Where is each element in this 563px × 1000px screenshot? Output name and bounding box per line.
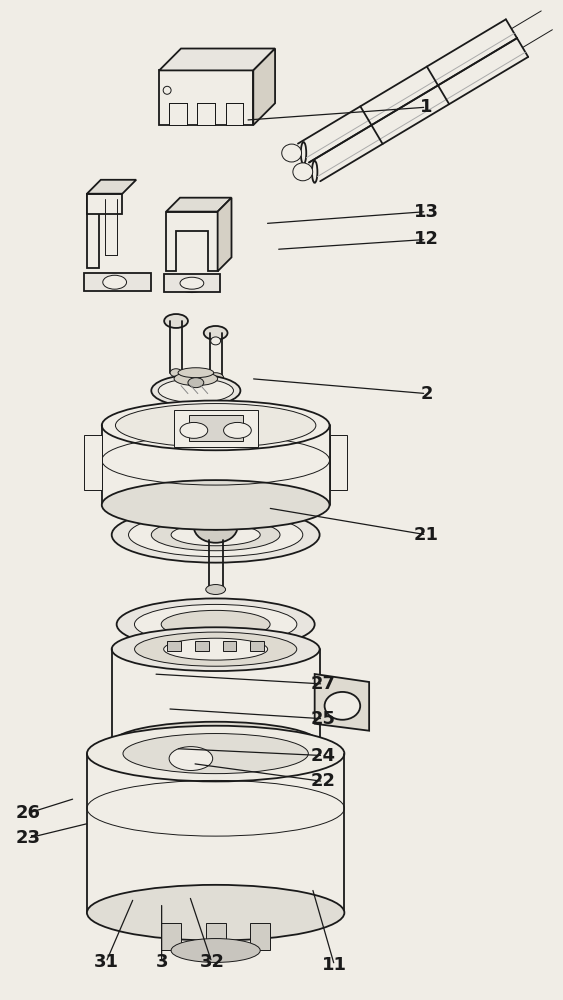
Ellipse shape [128, 513, 303, 557]
Bar [222, 641, 236, 651]
Text: 2: 2 [420, 385, 433, 403]
Text: 12: 12 [414, 230, 439, 248]
Ellipse shape [170, 369, 182, 377]
Text: 11: 11 [322, 956, 347, 974]
Ellipse shape [171, 524, 260, 546]
Bar [167, 641, 181, 651]
Polygon shape [84, 273, 151, 291]
Polygon shape [159, 70, 253, 125]
Ellipse shape [158, 379, 234, 403]
Polygon shape [169, 103, 187, 125]
Ellipse shape [325, 692, 360, 720]
Text: 13: 13 [414, 203, 439, 221]
Ellipse shape [117, 598, 315, 650]
Polygon shape [226, 103, 243, 125]
Polygon shape [253, 49, 275, 125]
Ellipse shape [151, 519, 280, 551]
Ellipse shape [102, 480, 329, 530]
Ellipse shape [135, 632, 297, 666]
Polygon shape [159, 49, 275, 70]
Text: 32: 32 [199, 953, 224, 971]
Bar [161, 923, 181, 950]
Ellipse shape [103, 275, 127, 289]
Text: 21: 21 [414, 526, 439, 544]
Ellipse shape [171, 939, 260, 962]
Ellipse shape [169, 747, 213, 770]
Ellipse shape [123, 734, 309, 774]
Polygon shape [87, 180, 136, 194]
Text: 3: 3 [155, 953, 168, 971]
Text: 27: 27 [311, 675, 336, 693]
Ellipse shape [205, 585, 226, 594]
Ellipse shape [164, 314, 188, 328]
Text: 25: 25 [311, 710, 336, 728]
Polygon shape [87, 194, 122, 214]
Ellipse shape [180, 277, 204, 289]
Ellipse shape [111, 627, 320, 671]
Ellipse shape [177, 276, 207, 292]
Ellipse shape [111, 507, 320, 563]
Ellipse shape [204, 326, 227, 340]
Ellipse shape [163, 86, 171, 94]
Polygon shape [189, 415, 243, 441]
Polygon shape [84, 435, 102, 490]
Bar [251, 641, 264, 651]
Ellipse shape [224, 422, 251, 438]
Ellipse shape [151, 375, 240, 407]
Ellipse shape [301, 142, 306, 164]
Ellipse shape [178, 368, 214, 378]
Bar [205, 923, 226, 950]
Text: 22: 22 [311, 772, 336, 790]
Ellipse shape [208, 373, 224, 383]
Text: 24: 24 [311, 747, 336, 765]
Polygon shape [164, 274, 220, 292]
Ellipse shape [87, 885, 345, 941]
Polygon shape [166, 198, 231, 212]
Ellipse shape [161, 610, 270, 638]
Polygon shape [197, 103, 215, 125]
Bar [251, 923, 270, 950]
Text: 26: 26 [15, 804, 41, 822]
Ellipse shape [211, 337, 221, 345]
Polygon shape [174, 410, 258, 447]
Polygon shape [329, 435, 347, 490]
Polygon shape [315, 674, 369, 731]
Ellipse shape [180, 422, 208, 438]
Ellipse shape [102, 401, 329, 450]
Text: 31: 31 [93, 953, 118, 971]
Text: 1: 1 [420, 98, 433, 116]
Polygon shape [166, 212, 218, 271]
Ellipse shape [188, 378, 204, 388]
Ellipse shape [174, 372, 218, 386]
Polygon shape [218, 198, 231, 271]
Text: 23: 23 [15, 829, 41, 847]
Ellipse shape [115, 404, 316, 447]
Polygon shape [87, 194, 99, 268]
Ellipse shape [164, 638, 267, 660]
Ellipse shape [293, 163, 312, 181]
Ellipse shape [194, 511, 238, 543]
Bar [195, 641, 209, 651]
Ellipse shape [312, 161, 318, 183]
Ellipse shape [204, 512, 227, 530]
Ellipse shape [111, 722, 320, 766]
Ellipse shape [135, 604, 297, 644]
Ellipse shape [87, 726, 345, 781]
Ellipse shape [282, 144, 302, 162]
